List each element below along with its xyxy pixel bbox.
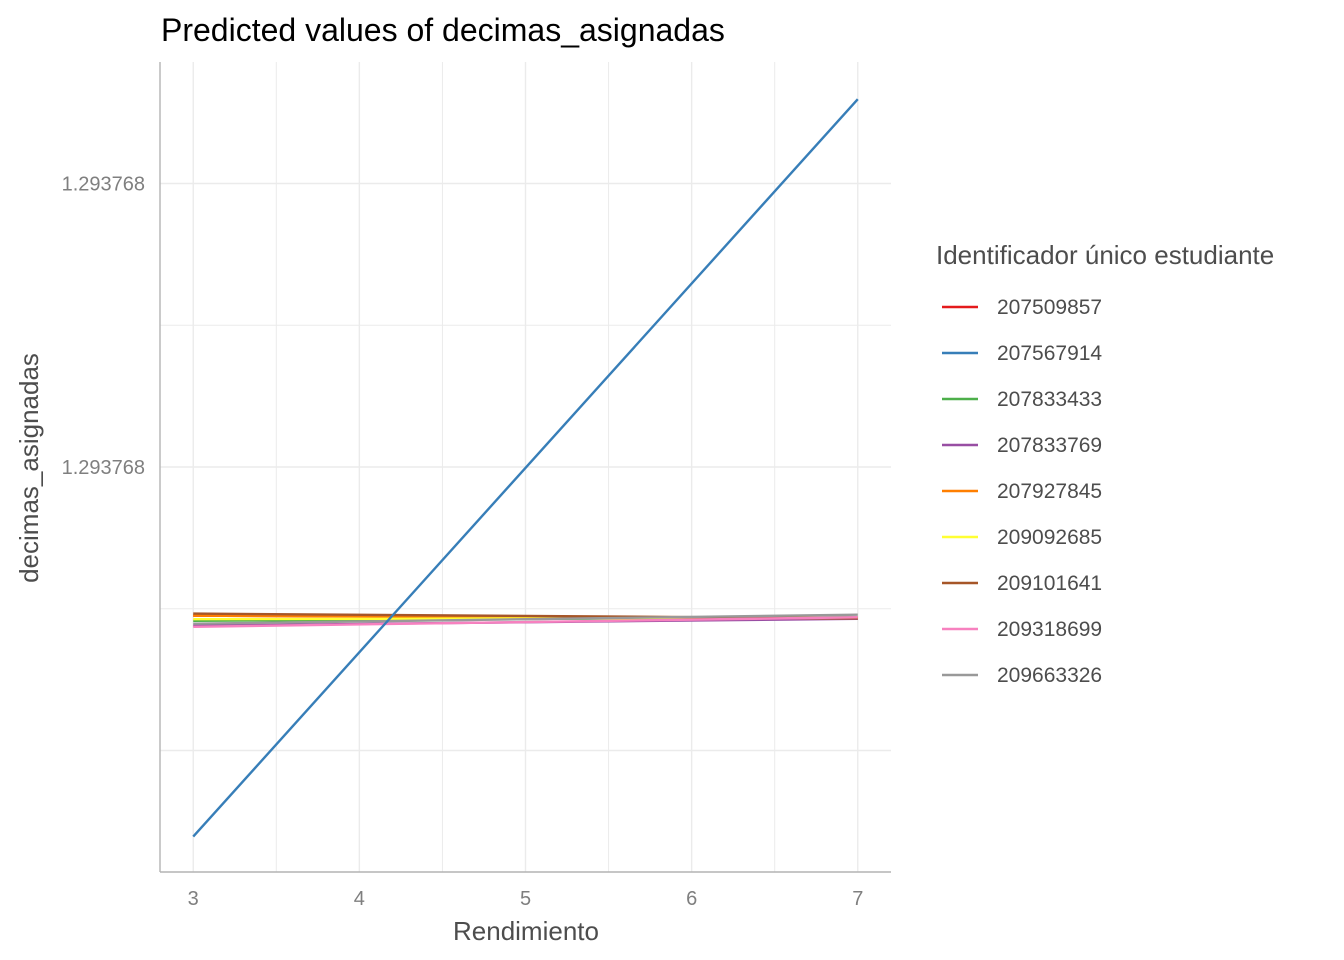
x-axis-title: Rendimiento [453, 916, 599, 946]
legend: 207509857 207567914 207833433 207833769 2079… [942, 296, 1102, 687]
x-tick-label: 7 [852, 888, 863, 910]
chart-title: Predicted values of decimas_asignadas [161, 12, 725, 48]
x-tick-label: 4 [354, 888, 365, 910]
series-lines [192, 98, 859, 838]
y-tick-label: 1.293768 [62, 457, 145, 479]
series-line-209101641 [193, 612, 858, 620]
legend-title: Identificador único estudiante [936, 240, 1274, 270]
legend-label-209318699: 209318699 [997, 618, 1102, 641]
legend-label-207509857: 207509857 [997, 296, 1102, 319]
legend-label-209663326: 209663326 [997, 664, 1102, 687]
series-line-209318699 [193, 616, 858, 629]
legend-label-209101641: 209101641 [997, 572, 1102, 595]
x-tick-label: 6 [686, 888, 697, 910]
legend-label-209092685: 209092685 [997, 526, 1102, 549]
x-tick-labels: 3 4 5 6 7 [188, 888, 864, 910]
legend-label-207833769: 207833769 [997, 434, 1102, 457]
legend-label-207927845: 207927845 [997, 480, 1102, 503]
legend-label-207833433: 207833433 [997, 388, 1102, 411]
y-axis-title: decimas_asignadas [14, 353, 44, 583]
axes [159, 62, 891, 873]
series-line-209663326 [193, 613, 858, 625]
x-tick-label: 3 [188, 888, 199, 910]
series-line-207567914 [192, 98, 859, 838]
legend-label-207567914: 207567914 [997, 342, 1102, 365]
y-tick-label: 1.293768 [62, 174, 145, 196]
y-tick-labels: 1.293768 1.293768 [62, 174, 145, 480]
x-tick-label: 5 [520, 888, 531, 910]
